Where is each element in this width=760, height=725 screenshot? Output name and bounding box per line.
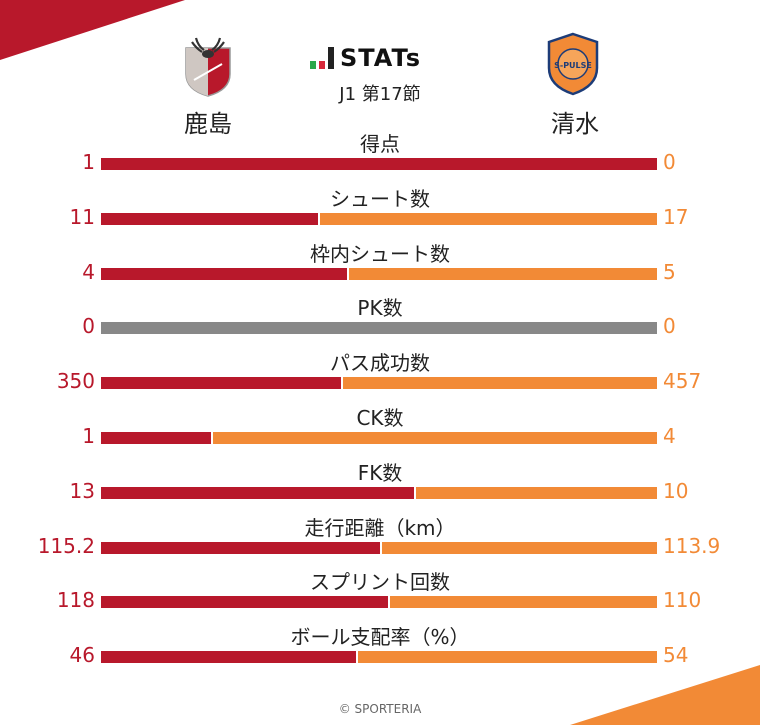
stat-bar bbox=[101, 541, 657, 554]
stat-bar bbox=[101, 377, 657, 390]
stat-row: スプリント回数 118 110 bbox=[0, 566, 760, 616]
stat-bar bbox=[101, 486, 657, 499]
away-value: 457 bbox=[663, 369, 702, 394]
home-bar-segment bbox=[101, 432, 212, 444]
stat-bar bbox=[101, 322, 657, 335]
stat-row: 枠内シュート数 4 5 bbox=[0, 238, 760, 288]
away-bar-segment bbox=[343, 377, 657, 390]
stat-bar bbox=[101, 212, 657, 225]
home-value: 115.2 bbox=[37, 533, 95, 558]
away-value: 54 bbox=[663, 643, 689, 668]
home-value: 46 bbox=[69, 643, 95, 668]
stat-bar bbox=[101, 432, 657, 444]
home-bar-segment bbox=[101, 651, 356, 664]
stat-row: ボール支配率（%） 46 54 bbox=[0, 621, 760, 671]
stat-row: パス成功数 350 457 bbox=[0, 347, 760, 397]
home-value: 11 bbox=[69, 204, 95, 229]
bar-chart-icon bbox=[310, 47, 334, 69]
stat-label: 得点 bbox=[360, 132, 400, 156]
away-value: 4 bbox=[663, 424, 676, 448]
stats-logo: STATs bbox=[310, 43, 421, 73]
stat-bar bbox=[101, 267, 657, 280]
home-value: 350 bbox=[56, 369, 95, 394]
stat-bar bbox=[101, 158, 657, 170]
kashima-antlers-crest-icon bbox=[185, 37, 231, 97]
away-bar-segment bbox=[357, 651, 657, 664]
stat-label: スプリント回数 bbox=[310, 570, 450, 595]
stat-label: 走行距離（km） bbox=[304, 515, 456, 540]
stat-label: 枠内シュート数 bbox=[310, 241, 450, 266]
home-team-name: 鹿島 bbox=[184, 110, 232, 138]
stat-row: CK数 1 4 bbox=[0, 402, 760, 452]
stat-row: シュート数 11 17 bbox=[0, 183, 760, 233]
away-value: 113.9 bbox=[663, 533, 721, 558]
home-value: 0 bbox=[82, 314, 95, 339]
home-value: 118 bbox=[56, 588, 95, 613]
stat-label: シュート数 bbox=[330, 186, 430, 211]
stat-bar bbox=[101, 651, 657, 664]
away-value: 110 bbox=[663, 588, 702, 613]
away-bar-segment bbox=[381, 541, 657, 554]
stat-row: 得点 1 0 bbox=[0, 128, 760, 178]
stat-label: FK数 bbox=[357, 460, 403, 485]
stat-label: PK数 bbox=[357, 296, 403, 321]
home-bar-segment bbox=[101, 596, 388, 609]
away-bar-segment bbox=[320, 212, 657, 225]
stat-bar bbox=[101, 596, 657, 609]
home-value: 13 bbox=[69, 478, 95, 503]
stat-row: FK数 13 10 bbox=[0, 457, 760, 507]
corner-decoration-orange bbox=[570, 665, 760, 725]
away-value: 0 bbox=[663, 150, 676, 174]
corner-decoration-red bbox=[0, 0, 185, 60]
away-value: 0 bbox=[663, 314, 676, 339]
shimizu-s-pulse-crest-icon: S-PULSE bbox=[547, 32, 599, 96]
stat-row: PK数 0 0 bbox=[0, 292, 760, 342]
away-team-name: 清水 bbox=[551, 110, 599, 138]
away-value: 17 bbox=[663, 204, 689, 229]
home-bar-segment bbox=[101, 541, 380, 554]
stat-label: CK数 bbox=[356, 406, 404, 430]
away-bar-segment bbox=[389, 596, 657, 609]
home-value: 1 bbox=[82, 150, 95, 174]
home-bar-segment bbox=[101, 267, 348, 280]
home-value: 4 bbox=[82, 259, 95, 284]
away-crest-text: S-PULSE bbox=[554, 61, 592, 70]
home-value: 1 bbox=[82, 424, 95, 448]
stat-row: 走行距離（km） 115.2 113.9 bbox=[0, 512, 760, 562]
copyright: © SPORTERIA bbox=[338, 702, 422, 716]
away-value: 10 bbox=[663, 478, 689, 503]
away-bar-segment bbox=[213, 432, 657, 444]
stat-label: ボール支配率（%） bbox=[290, 625, 470, 650]
home-bar-segment bbox=[101, 377, 342, 390]
away-bar-segment bbox=[416, 486, 657, 499]
home-bar-segment bbox=[101, 212, 319, 225]
home-bar-segment bbox=[101, 486, 415, 499]
match-round: J1 第17節 bbox=[339, 84, 421, 105]
away-value: 5 bbox=[663, 259, 676, 284]
home-bar-segment bbox=[101, 158, 657, 170]
logo-text: STATs bbox=[340, 44, 421, 72]
away-bar-segment bbox=[349, 267, 657, 280]
stat-label: パス成功数 bbox=[330, 351, 430, 376]
neutral-bar-segment bbox=[101, 322, 657, 335]
